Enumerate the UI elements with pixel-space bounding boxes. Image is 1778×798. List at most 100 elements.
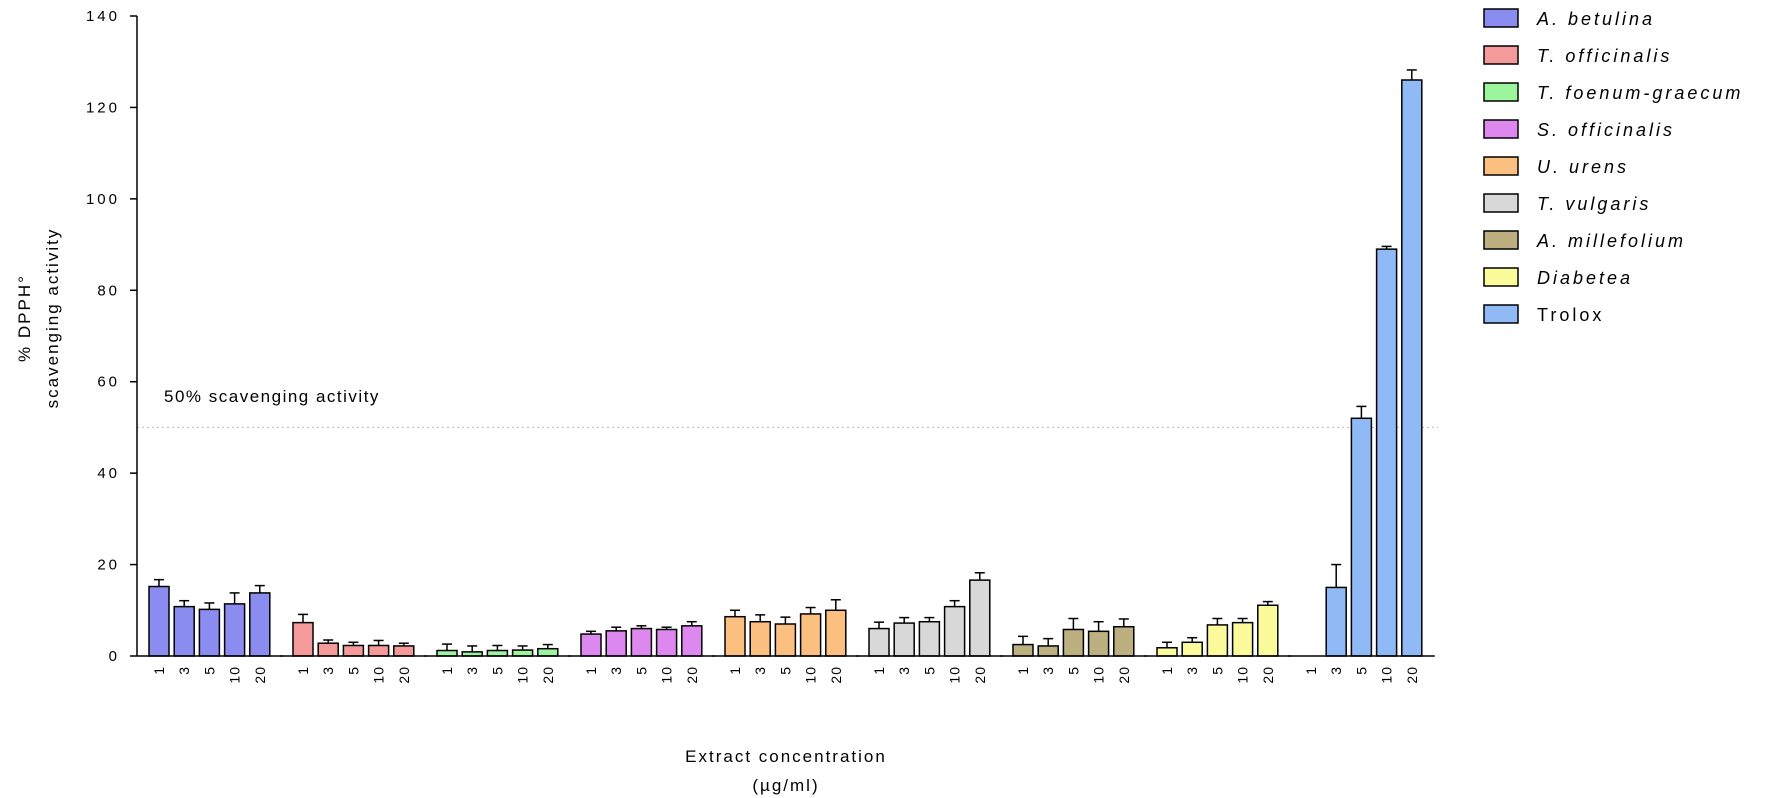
- x-tick-label: 5: [1209, 666, 1225, 675]
- x-tick-label: 1: [1303, 666, 1319, 675]
- legend-label: U. urens: [1537, 157, 1629, 177]
- x-tick-label: 10: [371, 666, 387, 684]
- x-tick-label: 1: [1159, 666, 1175, 675]
- legend-label: S. officinalis: [1537, 120, 1675, 140]
- legend-label: A. betulina: [1536, 9, 1655, 29]
- legend-swatch: [1483, 82, 1519, 102]
- x-tick-label: 3: [896, 666, 912, 675]
- x-tick-label: 3: [464, 666, 480, 675]
- bar: [1087, 630, 1110, 657]
- bar: [630, 627, 653, 657]
- bar: [1257, 604, 1279, 657]
- y-tick-label: 100: [86, 191, 120, 208]
- x-tick-label: 1: [1015, 666, 1031, 675]
- bar: [342, 644, 365, 657]
- x-tick-label: 5: [1065, 666, 1081, 675]
- x-tick-label: 3: [1040, 666, 1056, 675]
- y-tick-label: 20: [97, 557, 120, 574]
- x-tick-label: 5: [345, 666, 361, 675]
- x-tick-label: 1: [871, 666, 887, 675]
- x-tick-label: 10: [1235, 666, 1251, 684]
- bar: [605, 630, 627, 657]
- x-tick-label: 20: [540, 666, 556, 684]
- legend-label: Trolox: [1537, 305, 1604, 325]
- x-tick-label: 5: [201, 666, 217, 675]
- x-tick-label: 5: [1353, 666, 1369, 675]
- legend-label: T. officinalis: [1537, 46, 1672, 66]
- legend-swatch: [1483, 304, 1519, 324]
- bar: [223, 603, 246, 657]
- x-tick-label: 3: [1184, 666, 1200, 675]
- x-tick-label: 10: [659, 666, 675, 684]
- bar: [1113, 625, 1135, 657]
- x-tick-label: 20: [972, 666, 988, 684]
- x-tick-label: 10: [803, 666, 819, 684]
- bar: [1206, 624, 1229, 657]
- x-tick-label: 10: [947, 666, 963, 684]
- legend-swatch: [1483, 156, 1519, 176]
- legend-swatch: [1483, 119, 1519, 139]
- x-tick-label: 1: [295, 666, 311, 675]
- bar: [1350, 417, 1373, 657]
- x-tick-label: 5: [633, 666, 649, 675]
- x-tick-label: 3: [1328, 666, 1344, 675]
- labels-layer: 1 3 5 10 20 1 3 5 10 20 1 3 5 10 20 1 3 5 10 20 1 3 5 10 20 1 3 5 10…: [86, 8, 1420, 684]
- bar: [893, 622, 915, 657]
- bar: [292, 621, 314, 657]
- x-tick-label: 1: [583, 666, 599, 675]
- legend-label: A. millefolium: [1536, 231, 1686, 251]
- bar: [436, 649, 458, 657]
- bar: [969, 579, 991, 657]
- bar: [1375, 248, 1398, 657]
- x-tick-label: 20: [1404, 666, 1420, 684]
- bar: [655, 628, 678, 657]
- bar: [249, 592, 271, 657]
- x-tick-label: 1: [439, 666, 455, 675]
- bar: [198, 608, 221, 657]
- x-tick-label: 3: [608, 666, 624, 675]
- legend-swatch: [1483, 193, 1519, 213]
- bars-layer: [148, 69, 1423, 657]
- legend: A. betulina T. officinalis T. foenum-graec…: [1483, 8, 1740, 325]
- x-tick-label: 20: [1260, 666, 1276, 684]
- x-tick-label: 20: [1116, 666, 1132, 684]
- x-tick-label: 5: [921, 666, 937, 675]
- bar: [1012, 643, 1034, 657]
- bar: [918, 620, 941, 657]
- x-tick-label: 10: [1091, 666, 1107, 684]
- legend-label: T. vulgaris: [1537, 194, 1651, 214]
- y-axis-title-line1: % DPPH°: [15, 274, 34, 362]
- y-tick-label: 120: [86, 99, 120, 116]
- legend-swatch: [1483, 8, 1519, 28]
- x-tick-label: 3: [752, 666, 768, 675]
- bar: [943, 605, 966, 657]
- x-tick-label: 20: [684, 666, 700, 684]
- bar: [486, 649, 509, 657]
- bar: [749, 620, 771, 657]
- y-tick-label: 60: [97, 374, 120, 391]
- bar: [148, 585, 170, 657]
- x-tick-label: 3: [320, 666, 336, 675]
- legend-swatch: [1483, 267, 1519, 287]
- x-tick-label: 20: [252, 666, 268, 684]
- bar: [1037, 645, 1059, 657]
- legend-swatch: [1483, 230, 1519, 250]
- x-axis-unit: (µg/ml): [752, 776, 819, 795]
- bar: [825, 609, 847, 657]
- bar: [1062, 628, 1085, 657]
- y-tick-label: 80: [97, 282, 120, 299]
- bar: [580, 633, 602, 657]
- x-tick-label: 1: [727, 666, 743, 675]
- bar: [799, 613, 822, 657]
- x-tick-label: 5: [777, 666, 793, 675]
- x-tick-label: 5: [489, 666, 505, 675]
- bar: [317, 642, 339, 657]
- x-tick-label: 20: [396, 666, 412, 684]
- bar: [1156, 647, 1178, 657]
- x-axis-title: Extract concentration: [685, 747, 887, 766]
- y-tick-label: 40: [97, 465, 120, 482]
- x-tick-label: 10: [515, 666, 531, 684]
- x-tick-label: 20: [828, 666, 844, 684]
- bar: [367, 644, 390, 657]
- bar: [511, 649, 534, 657]
